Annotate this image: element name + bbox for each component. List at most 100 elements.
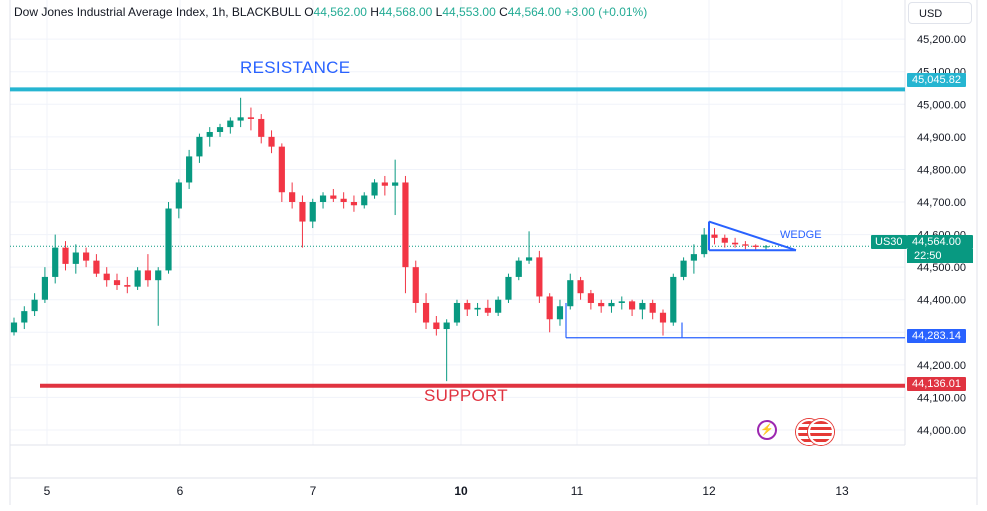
candle-body [10,322,18,333]
x-tick-label: 10 [454,484,468,498]
wedge-label: WEDGE [780,229,822,241]
x-tick-label: 7 [310,484,317,498]
high-label: H [370,5,379,19]
low-value: 44,553.00 [442,5,496,19]
y-tick-label: 44,900.00 [917,132,966,144]
candle-body [732,242,739,245]
candle-body [525,257,533,261]
symbol-title: Dow Jones Industrial Average Index, 1h, … [14,5,301,19]
current-price-tag: 44,564.00 [907,235,973,249]
y-tick-label: 44,200.00 [917,360,966,372]
candle-body [546,296,553,320]
candle-body [618,301,625,303]
candle-body [247,117,255,119]
x-tick-label: 13 [835,484,849,498]
candle-body [278,146,285,193]
bar-countdown: 22:50 [907,249,973,263]
y-tick-label: 45,000.00 [917,99,966,111]
candle-body [340,198,347,203]
candle-body [639,302,646,310]
candle-body [299,202,306,222]
y-tick-label: 45,200.00 [917,34,966,46]
candle-body [567,280,574,307]
candle-body [155,270,162,281]
wedge-upper-line [708,220,797,252]
candle-body [268,136,275,147]
candle-body [21,311,28,323]
high-value: 44,568.00 [378,5,433,19]
candle-body [319,195,327,203]
candle-body [474,307,481,310]
x-tick-label: 12 [702,484,716,498]
candle-body [536,257,543,297]
candle-body [113,280,121,286]
candle-body [144,270,152,281]
candle-body [515,260,522,277]
candle-body [628,301,636,310]
candle-body [227,120,234,128]
candle-body [72,252,79,264]
candles [10,97,770,382]
open-label: O [304,5,314,19]
candle-body [752,245,759,247]
candle-body [587,293,594,303]
candle-body [711,234,718,238]
candle-body [721,237,728,243]
candle-body [258,118,265,137]
candle-body [206,131,213,137]
candle-body [350,202,358,206]
lightning-icon[interactable]: ⚡ [757,420,777,440]
candle-body [93,260,100,274]
candle-body [392,182,399,186]
candle-body [52,247,59,277]
candle-body [31,299,38,312]
y-tick-label: 44,000.00 [917,425,966,437]
symbol-tag: US30 [871,235,907,249]
candle-body [124,285,131,287]
us-flag-icon-2[interactable] [808,419,834,445]
candle-body [659,312,667,323]
currency-button[interactable]: USD [908,2,972,24]
x-tick-label: 11 [571,484,584,498]
candle-body [103,273,110,281]
candle-body [443,322,450,330]
candle-body [649,302,656,313]
candle-body [330,195,337,199]
candle-body [598,302,605,307]
y-tick-label: 44,500.00 [917,262,966,274]
candle-body [41,276,48,300]
symbol-header: Dow Jones Industrial Average Index, 1h, … [14,5,647,19]
candle-body [134,270,141,287]
candle-body [670,276,677,323]
candle-body [402,182,409,268]
resistance-price-tag: 45,045.82 [907,73,966,87]
candle-body [680,260,687,277]
candle-body [608,302,615,307]
time-axis[interactable]: 5 6 7 10 11 12 13 [44,484,849,498]
y-tick-label: 44,400.00 [917,295,966,307]
price-levels [10,87,905,388]
candle-body [701,234,708,255]
candle-body [505,276,512,300]
y-tick-label: 44,100.00 [917,392,966,404]
y-tick-label: 44,700.00 [917,197,966,209]
candle-body [433,322,440,330]
open-value: 44,562.00 [313,5,367,19]
low-label: L [435,5,443,19]
candle-body [690,254,697,261]
candle-body [361,195,368,206]
candle-body [309,202,316,222]
candle-body [484,307,491,313]
candle-body [453,302,461,323]
y-tick-label: 44,800.00 [917,164,966,176]
candle-body [216,127,224,132]
candle-body [62,247,69,264]
candle-body [464,302,471,310]
x-tick-label: 6 [177,484,184,498]
candle-body [556,306,564,320]
candle-body [577,280,584,294]
wedge-pattern [708,220,797,252]
resistance-label: RESISTANCE [240,58,351,77]
candle-body [289,192,296,203]
